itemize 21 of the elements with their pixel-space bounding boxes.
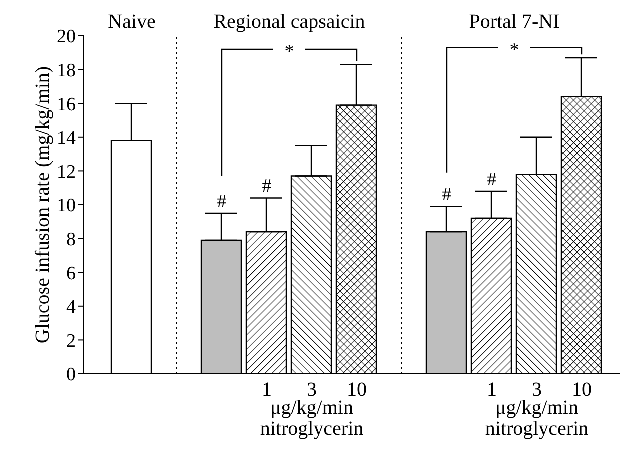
y-tick-label: 14 [57,128,76,150]
y-tick-label: 16 [57,94,76,116]
y-tick-label: 10 [57,196,76,217]
text: Regional capsaicin [214,11,366,33]
text: Portal 7-NI [469,11,560,33]
annotation: # [262,176,272,198]
y-tick-label: 18 [57,60,76,82]
y-axis-title: Glucose infusion rate (mg/kg/min) [32,66,54,344]
annotation: # [442,184,452,206]
annotation: * [510,40,520,61]
annotation: # [217,191,228,212]
y-tick-label: 4 [66,297,76,318]
y-tick-label: 2 [66,330,76,352]
y-tick-label: 6 [66,263,76,284]
annotation: * [284,42,294,63]
annotation: # [487,169,498,190]
y-tick-label: 8 [66,230,76,251]
y-tick-label: 12 [57,162,76,183]
text: Naive [108,11,156,33]
y-tick-label: 0 [66,364,76,386]
y-tick-label: 20 [57,26,76,48]
